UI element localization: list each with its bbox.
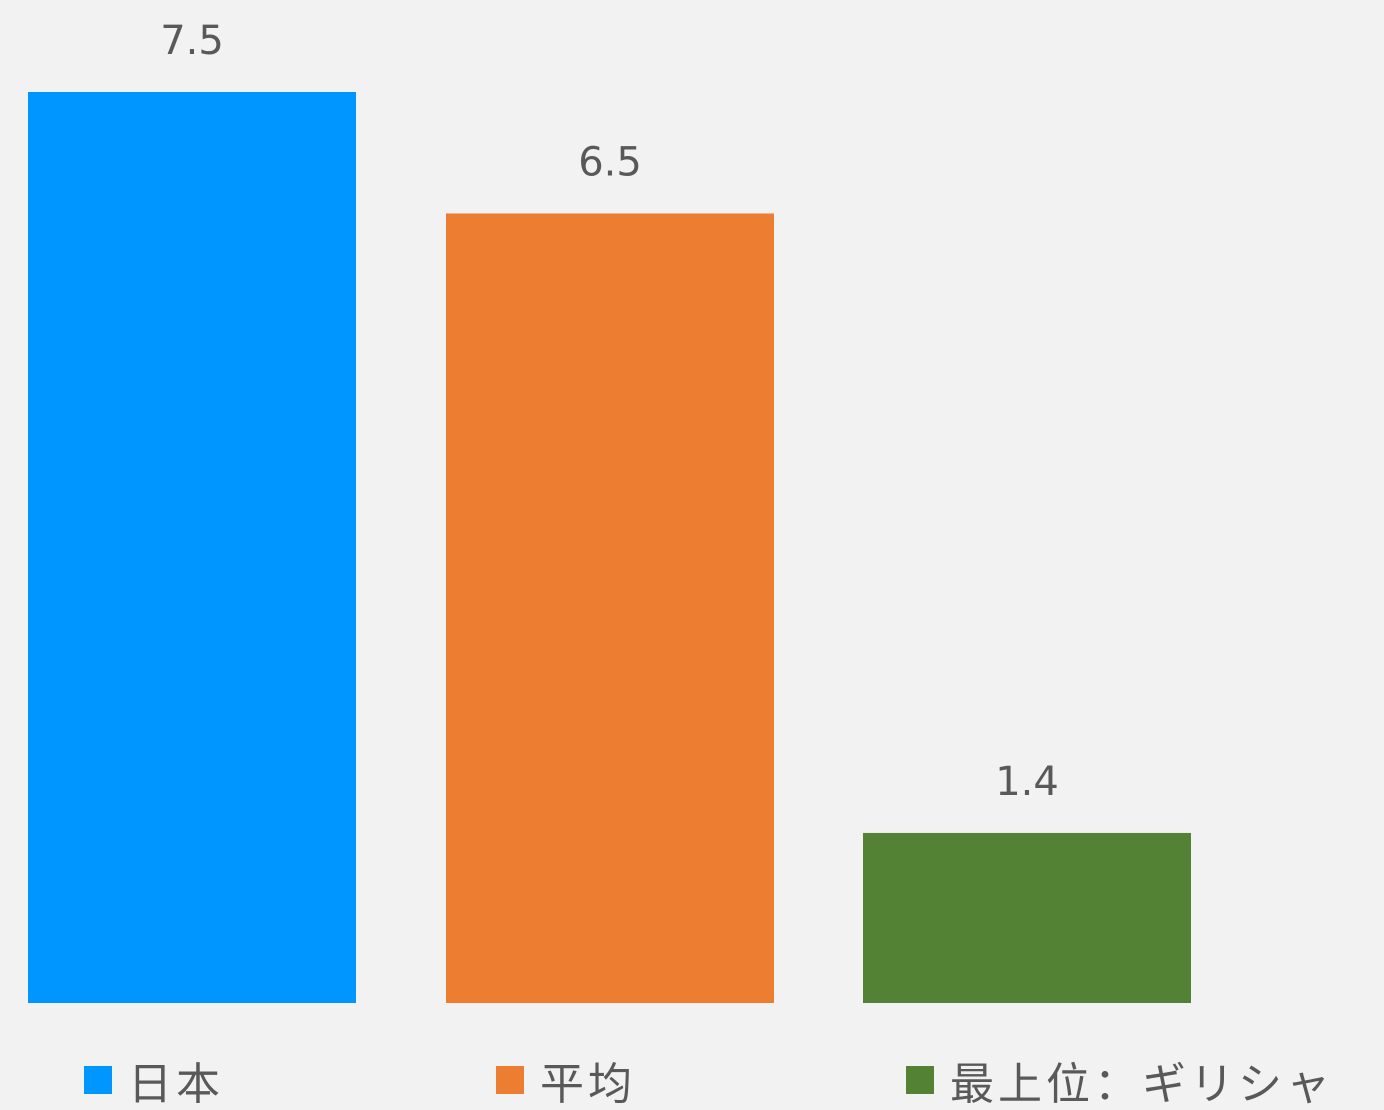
legend-label-average: 平均 [540, 1059, 636, 1110]
legend-item-average: 平均 [496, 1050, 636, 1110]
bar-average [446, 213, 774, 1003]
legend-swatch-japan [84, 1066, 112, 1094]
data-labels-group: 7.5 6.5 1.4 [160, 18, 1059, 805]
legend-swatch-average [496, 1066, 524, 1094]
legend-label-japan: 日本 [128, 1059, 224, 1110]
bar-top-greece [863, 832, 1191, 1003]
data-label-top-greece: 1.4 [995, 759, 1059, 805]
legend: 日本 平均 最上位：ギリシャ [0, 1050, 1384, 1110]
legend-label-top-greece: 最上位：ギリシャ [950, 1059, 1334, 1110]
bar-japan [28, 92, 356, 1003]
data-label-average: 6.5 [578, 139, 642, 185]
legend-item-japan: 日本 [84, 1050, 224, 1110]
legend-swatch-top-greece [906, 1066, 934, 1094]
bars-group [28, 92, 1191, 1003]
data-label-japan: 7.5 [160, 18, 224, 64]
legend-item-top-greece: 最上位：ギリシャ [906, 1050, 1334, 1110]
